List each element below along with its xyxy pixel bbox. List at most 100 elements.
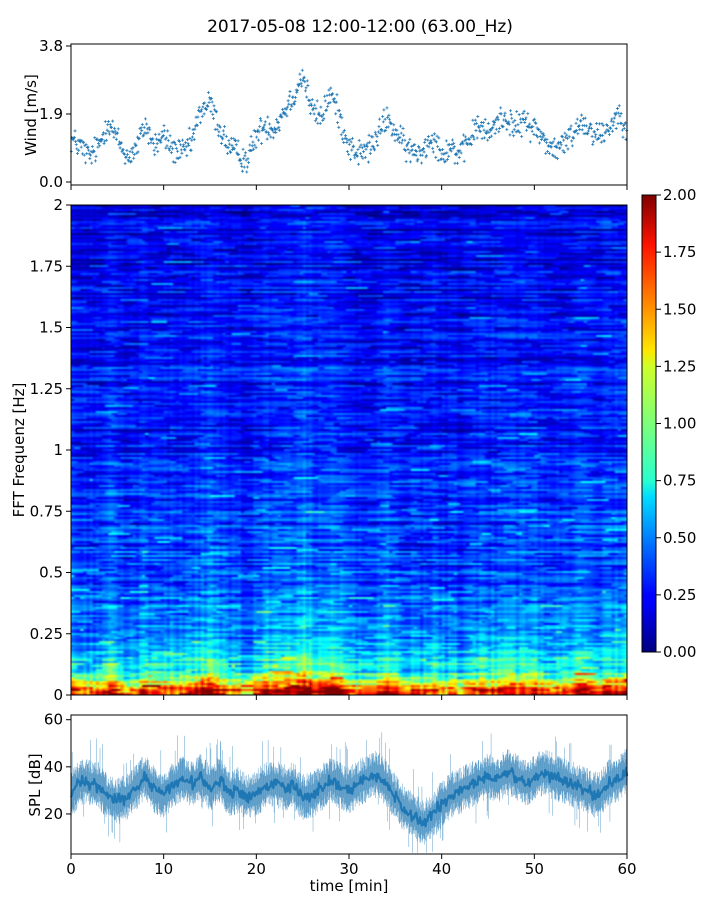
wind-point xyxy=(274,131,278,135)
wind-point xyxy=(610,129,614,133)
wind-point xyxy=(265,137,269,141)
wind-point xyxy=(441,147,445,151)
wind-point xyxy=(305,79,309,83)
wind-point xyxy=(479,124,483,128)
wind-point xyxy=(422,150,426,154)
wind-point xyxy=(290,104,294,108)
wind-point xyxy=(172,141,176,145)
wind-point xyxy=(112,135,116,139)
wind-point xyxy=(140,129,144,133)
wind-point xyxy=(433,132,437,136)
wind-point xyxy=(400,141,404,145)
wind-point xyxy=(531,125,535,129)
wind-point xyxy=(214,110,218,114)
wind-point xyxy=(137,136,141,140)
wind-point xyxy=(255,135,259,139)
wind-point xyxy=(129,159,133,163)
wind-point xyxy=(179,143,183,147)
wind-point xyxy=(132,152,136,156)
wind-point xyxy=(569,124,573,128)
wind-point xyxy=(602,139,606,143)
wind-point xyxy=(562,138,566,142)
wind-ylabel: Wind [m/s] xyxy=(22,74,40,156)
wind-point xyxy=(491,126,495,130)
wind-point xyxy=(176,149,180,153)
wind-point xyxy=(386,115,390,119)
wind-point xyxy=(419,148,423,152)
wind-point xyxy=(250,144,254,148)
wind-point xyxy=(109,125,113,129)
wind-point xyxy=(429,139,433,143)
wind-point xyxy=(455,153,459,157)
wind-point xyxy=(426,134,430,138)
wind-point xyxy=(82,153,86,157)
wind-point xyxy=(206,104,210,108)
wind-point xyxy=(231,148,235,152)
wind-point xyxy=(80,152,84,156)
wind-point xyxy=(486,121,490,125)
wind-point xyxy=(473,118,477,122)
wind-point xyxy=(92,149,96,153)
colorbar-tick-label: 1.75 xyxy=(663,243,696,261)
wind-point xyxy=(538,134,542,138)
wind-points xyxy=(69,68,629,174)
wind-point xyxy=(463,135,467,139)
wind-point xyxy=(311,108,315,112)
x-tick-label: 10 xyxy=(154,860,173,878)
wind-point xyxy=(575,129,579,133)
wind-point xyxy=(153,132,157,136)
wind-point xyxy=(324,108,328,112)
wind-point xyxy=(139,126,143,130)
wind-point xyxy=(308,112,312,116)
wind-point xyxy=(378,131,382,135)
wind-point xyxy=(148,128,152,132)
wind-point xyxy=(376,143,380,147)
wind-point xyxy=(139,131,142,135)
wind-point xyxy=(300,84,304,88)
wind-point xyxy=(210,96,214,100)
wind-point xyxy=(583,116,587,120)
wind-point xyxy=(432,137,436,141)
wind-point xyxy=(258,117,262,121)
wind-point xyxy=(497,130,501,134)
wind-point xyxy=(457,155,461,159)
wind-point xyxy=(398,135,402,139)
wind-point xyxy=(221,137,225,141)
wind-point xyxy=(357,162,361,166)
spl-ytick-label: 60 xyxy=(44,711,63,729)
wind-point xyxy=(574,121,578,125)
wind-axes-frame xyxy=(70,43,628,186)
wind-point xyxy=(260,128,264,132)
wind-point xyxy=(559,141,563,145)
wind-point xyxy=(265,130,269,134)
wind-point xyxy=(221,129,225,133)
wind-point xyxy=(476,115,480,119)
wind-point xyxy=(75,147,79,151)
wind-point xyxy=(444,139,448,143)
wind-point xyxy=(575,117,579,121)
wind-point xyxy=(286,105,290,109)
wind-point xyxy=(426,138,430,142)
wind-point xyxy=(586,129,590,133)
wind-point xyxy=(562,150,566,154)
wind-point xyxy=(608,126,612,130)
wind-point xyxy=(489,129,493,133)
wind-point xyxy=(152,148,156,152)
wind-point xyxy=(269,135,273,139)
wind-point xyxy=(410,144,414,148)
wind-point xyxy=(323,99,327,103)
wind-point xyxy=(577,123,581,127)
wind-point xyxy=(130,150,134,154)
wind-point xyxy=(566,147,570,151)
wind-point xyxy=(377,125,381,129)
spectrogram-ytick-label: 1 xyxy=(53,441,63,459)
wind-point xyxy=(352,144,356,148)
wind-point xyxy=(471,135,475,139)
wind-point xyxy=(365,145,369,149)
wind-point xyxy=(610,117,614,121)
wind-point xyxy=(268,122,272,126)
wind-point xyxy=(313,119,317,123)
x-tick-label: 20 xyxy=(247,860,266,878)
wind-point xyxy=(369,148,373,152)
wind-point xyxy=(103,120,107,124)
